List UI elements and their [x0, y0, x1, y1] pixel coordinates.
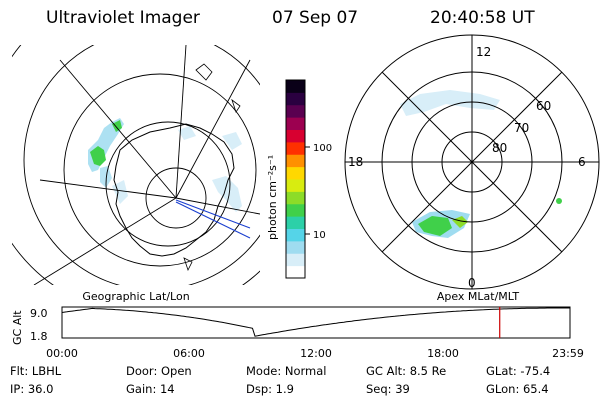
colorbar-band	[286, 129, 305, 143]
colorbar-band	[286, 117, 305, 130]
aurora-emission-geo	[88, 118, 242, 212]
time-tick-1200: 12:00	[300, 347, 332, 360]
mlt-label-0: 0	[468, 276, 476, 290]
altitude-plot: 9.0 1.8 GC Alt 00:00 06:00 12:00 18:00 2…	[11, 306, 584, 360]
mlat-label-70: 70	[514, 121, 529, 135]
info-filter: Flt: LBHL	[10, 364, 62, 378]
colorbar-tick-100: 100	[313, 143, 332, 154]
colorbar-band	[286, 240, 305, 254]
time-tick-2359: 23:59	[552, 347, 584, 360]
mlt-label-12: 12	[476, 45, 491, 59]
polar-plot: 12 0 18 6 60 70 80	[344, 34, 600, 290]
alt-axis-label: GC Alt	[11, 310, 24, 345]
colorbar-band	[286, 203, 305, 217]
continent-outline	[113, 123, 235, 257]
colorbar-band	[286, 216, 305, 229]
mlt-label-6: 6	[578, 155, 586, 169]
info-door: Door: Open	[126, 364, 192, 378]
info-gc-alt: GC Alt: 8.5 Re	[366, 364, 447, 378]
mlt-label-18: 18	[348, 155, 363, 169]
alt-tick-1-8: 1.8	[30, 330, 48, 343]
colorbar-tick-10: 10	[313, 230, 326, 241]
geographic-map	[12, 45, 260, 285]
info-ip: IP: 36.0	[10, 382, 54, 396]
info-glat: GLat: -75.4	[486, 364, 551, 378]
header-time: 20:40:58 UT	[430, 8, 535, 28]
time-tick-0600: 06:00	[173, 347, 205, 360]
info-glon: GLon: 65.4	[486, 382, 549, 396]
colorbar-band	[286, 228, 305, 242]
info-dsp: Dsp: 1.9	[246, 382, 294, 396]
altitude-curve	[61, 307, 570, 337]
colorbar-unit-label: photon cm⁻²s⁻¹	[266, 155, 279, 240]
time-tick-0000: 00:00	[46, 347, 78, 360]
colorbar-band	[286, 154, 305, 168]
colorbar-band	[286, 166, 305, 180]
colorbar-band	[286, 191, 305, 205]
mlat-label-80: 80	[492, 141, 507, 155]
info-gain: Gain: 14	[126, 382, 175, 396]
header-date: 07 Sep 07	[272, 8, 359, 28]
colorbar-band	[286, 141, 305, 155]
app-title: Ultraviolet Imager	[46, 8, 200, 28]
colorbar-band	[286, 92, 305, 106]
geo-panel-label: Geographic Lat/Lon	[82, 290, 189, 303]
colorbar-band	[286, 253, 305, 267]
colorbar-frame	[285, 79, 306, 279]
info-mode: Mode: Normal	[246, 364, 327, 378]
colorbar-band	[286, 104, 305, 118]
colorbar-band	[286, 265, 305, 279]
mlat-label-60: 60	[536, 99, 551, 113]
info-seq: Seq: 39	[366, 382, 410, 396]
colorbar	[285, 79, 306, 279]
colorbar-band	[286, 80, 305, 93]
polar-panel-label: Apex MLat/MLT	[437, 290, 520, 303]
alt-tick-9: 9.0	[30, 307, 48, 320]
time-tick-1800: 18:00	[427, 347, 459, 360]
colorbar-band	[286, 179, 305, 192]
